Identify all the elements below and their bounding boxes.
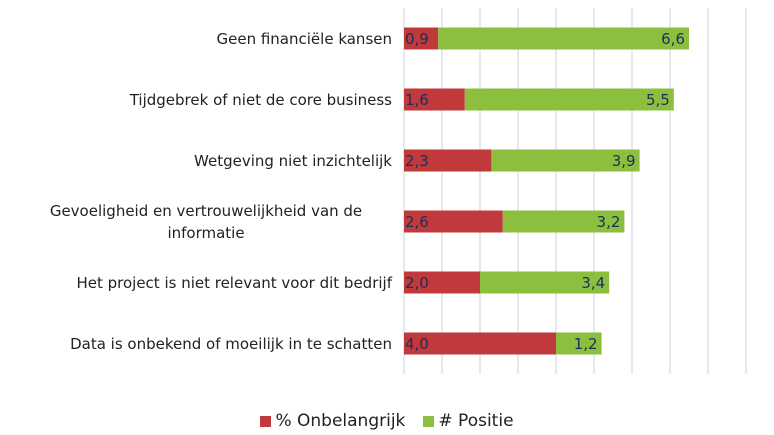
value-label: 6,6 — [661, 29, 685, 48]
value-label: 3,9 — [611, 151, 636, 170]
category-text: Data is onbekend of moeilijk in te schat… — [70, 334, 392, 353]
value-label: 3,4 — [581, 273, 606, 292]
category-text: Gevoeligheid en vertrouwelijkheid van de… — [49, 201, 363, 242]
bar-segment — [404, 210, 503, 233]
category-label: Gevoeligheid en vertrouwelijkheid van de… — [12, 197, 392, 247]
category-label: Wetgeving niet inzichtelijk — [12, 136, 392, 186]
bar-segment — [404, 332, 556, 355]
legend-item: # Positie — [423, 411, 514, 431]
category-label: Tijdgebrek of niet de core business — [12, 75, 392, 125]
bar-segment — [404, 149, 492, 172]
bar-segment — [502, 210, 625, 233]
legend-item: % Onbelangrijk — [260, 411, 405, 431]
value-label: 5,5 — [645, 90, 670, 109]
bar-segment — [491, 149, 640, 172]
value-label: 2,3 — [405, 151, 429, 170]
value-label: 4,0 — [405, 334, 429, 353]
bar-segment — [438, 27, 689, 50]
value-label: 3,2 — [596, 212, 621, 231]
value-label: 1,2 — [573, 334, 598, 353]
category-label: Het project is niet relevant voor dit be… — [12, 258, 392, 308]
category-text: Tijdgebrek of niet de core business — [129, 90, 392, 109]
legend-swatch — [260, 415, 272, 427]
legend-label: # Positie — [438, 411, 514, 431]
value-label: 0,9 — [405, 29, 429, 48]
category-label: Data is onbekend of moeilijk in te schat… — [12, 319, 392, 369]
legend: % Onbelangrijk # Positie — [0, 411, 774, 431]
value-label: 2,6 — [405, 212, 429, 231]
category-label: Geen financiële kansen — [12, 14, 393, 64]
bar-segment — [404, 271, 480, 294]
value-label: 1,6 — [405, 90, 429, 109]
category-text: Wetgeving niet inzichtelijk — [194, 151, 392, 170]
bar-segment — [556, 332, 602, 355]
value-label: 2,0 — [405, 273, 429, 292]
legend-swatch — [423, 415, 435, 427]
bar-segment — [404, 27, 439, 50]
legend-label: % Onbelangrijk — [275, 411, 406, 431]
bar-segment — [464, 88, 674, 111]
category-text: Geen financiële kansen — [216, 29, 393, 48]
bar-segment — [480, 271, 610, 294]
bar-segment — [404, 88, 465, 111]
category-text: Het project is niet relevant voor dit be… — [76, 273, 392, 292]
